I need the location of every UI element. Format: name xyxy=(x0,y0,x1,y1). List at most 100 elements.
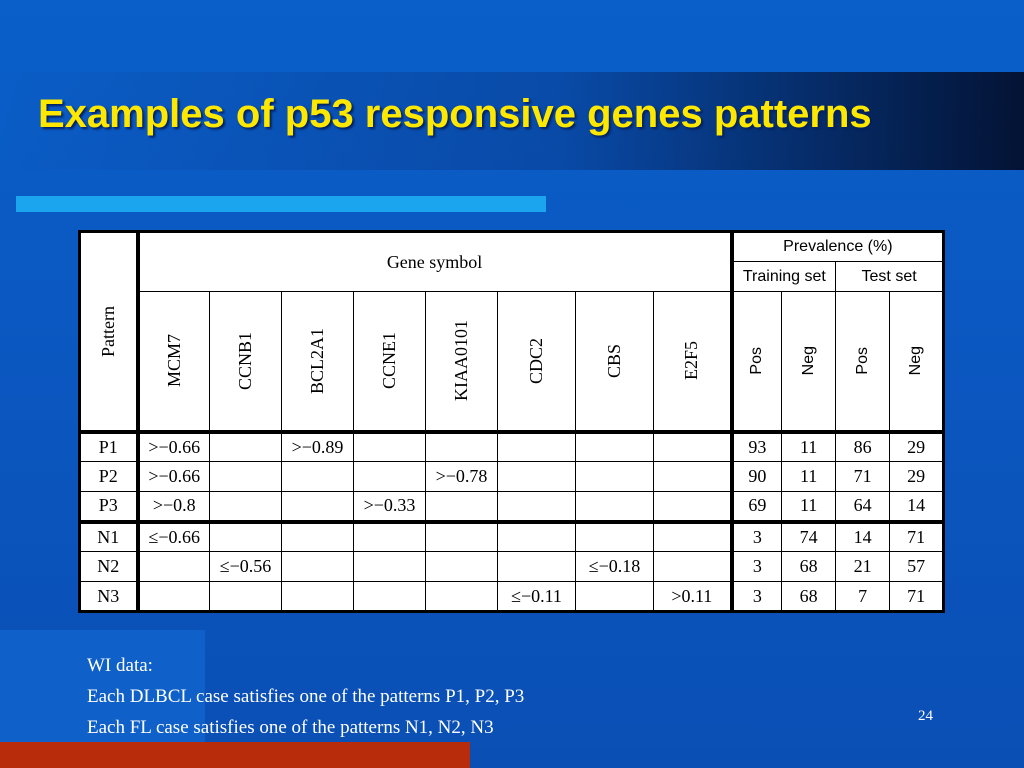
table-row: P3 >−0.8 >−0.33 69 11 64 14 xyxy=(79,491,945,522)
gene-header: KIAA0101 xyxy=(425,291,498,434)
gene-header: CCNB1 xyxy=(209,291,282,434)
gene-threshold-cell xyxy=(425,491,498,522)
gene-threshold-cell: >0.11 xyxy=(652,581,734,612)
prevalence-cell: 71 xyxy=(889,519,945,552)
gene-threshold-cell xyxy=(425,551,498,582)
gene-threshold-cell xyxy=(497,551,576,582)
gene-threshold-cell xyxy=(575,461,654,492)
prevalence-cell: 7 xyxy=(835,581,891,612)
prevalence-cell: 93 xyxy=(731,431,783,462)
prevalence-cell: 71 xyxy=(889,581,945,612)
gene-threshold-cell xyxy=(652,431,734,462)
pattern-header: Pattern xyxy=(79,231,140,434)
prevalence-cell: 74 xyxy=(781,519,837,552)
gene-threshold-cell xyxy=(353,551,426,582)
prevalence-col-header: Pos xyxy=(731,291,783,434)
prevalence-cell: 86 xyxy=(835,431,891,462)
gene-header: E2F5 xyxy=(652,291,734,434)
pattern-cell: N2 xyxy=(79,551,140,582)
note-line: WI data: xyxy=(87,655,153,676)
prevalence-header: Prevalence (%) xyxy=(731,231,945,262)
gene-threshold-cell xyxy=(353,461,426,492)
gene-threshold-cell xyxy=(425,431,498,462)
gene-threshold-cell xyxy=(209,431,282,462)
prevalence-cell: 29 xyxy=(889,431,945,462)
prevalence-cell: 11 xyxy=(781,431,837,462)
gene-threshold-cell xyxy=(497,431,576,462)
gene-threshold-cell xyxy=(652,551,734,582)
gene-threshold-cell xyxy=(209,519,282,552)
prevalence-cell: 29 xyxy=(889,461,945,492)
gene-threshold-cell xyxy=(497,461,576,492)
prevalence-col-header: Pos xyxy=(835,291,891,434)
notes: WI data: Each DLBCL case satisfies one o… xyxy=(87,650,524,743)
gene-threshold-cell xyxy=(281,551,354,582)
gene-threshold-cell xyxy=(209,461,282,492)
gene-threshold-cell: ≤−0.18 xyxy=(575,551,654,582)
gene-threshold-cell xyxy=(209,491,282,522)
gene-threshold-cell xyxy=(209,581,282,612)
gene-threshold-cell xyxy=(652,519,734,552)
prevalence-cell: 69 xyxy=(731,491,783,522)
table-row: N3 ≤−0.11 >0.11 3 68 7 71 xyxy=(79,581,945,612)
gene-threshold-cell xyxy=(281,461,354,492)
gene-threshold-cell: >−0.78 xyxy=(425,461,498,492)
gene-threshold-cell xyxy=(575,519,654,552)
gene-threshold-cell: ≤−0.11 xyxy=(497,581,576,612)
prevalence-cell: 71 xyxy=(835,461,891,492)
prevalence-cell: 11 xyxy=(781,461,837,492)
prevalence-col-header: Neg xyxy=(889,291,945,434)
gene-threshold-cell: >−0.66 xyxy=(137,461,210,492)
prevalence-col-header: Neg xyxy=(781,291,837,434)
table-row: P2 >−0.66 >−0.78 90 11 71 29 xyxy=(79,461,945,492)
gene-threshold-cell: >−0.8 xyxy=(137,491,210,522)
gene-threshold-cell: >−0.33 xyxy=(353,491,426,522)
gene-threshold-cell xyxy=(353,431,426,462)
gene-header: CDC2 xyxy=(497,291,576,434)
slide-title: Examples of p53 responsive genes pattern… xyxy=(38,92,872,136)
accent-bar xyxy=(16,196,546,212)
note-line: Each DLBCL case satisfies one of the pat… xyxy=(87,686,525,707)
gene-threshold-cell xyxy=(281,581,354,612)
gene-header: BCL2A1 xyxy=(281,291,354,434)
gene-threshold-cell xyxy=(497,519,576,552)
prevalence-cell: 64 xyxy=(835,491,891,522)
table-row: N2 ≤−0.56 ≤−0.18 3 68 21 57 xyxy=(79,551,945,582)
gene-header: MCM7 xyxy=(137,291,210,434)
gene-header: CCNE1 xyxy=(353,291,426,434)
pattern-cell: N3 xyxy=(79,581,140,612)
prevalence-cell: 14 xyxy=(889,491,945,522)
note-line: Each FL case satisfies one of the patter… xyxy=(87,717,494,738)
gene-symbol-header: Gene symbol xyxy=(136,231,734,292)
prevalence-cell: 11 xyxy=(781,491,837,522)
pattern-cell: P3 xyxy=(79,491,140,522)
gene-threshold-cell xyxy=(652,491,734,522)
gene-threshold-cell: ≤−0.56 xyxy=(209,551,282,582)
gene-threshold-cell xyxy=(281,519,354,552)
prevalence-cell: 57 xyxy=(889,551,945,582)
prevalence-cell: 3 xyxy=(731,519,783,552)
prevalence-cell: 68 xyxy=(781,551,837,582)
gene-threshold-cell xyxy=(353,519,426,552)
title-band xyxy=(0,72,1024,170)
prevalence-cell: 3 xyxy=(731,551,783,582)
gene-threshold-cell xyxy=(137,551,210,582)
bottom-accent-bar xyxy=(0,742,470,768)
gene-patterns-table: Pattern Gene symbol Prevalence (%) Train… xyxy=(78,230,946,613)
pattern-cell: P1 xyxy=(79,431,140,462)
gene-threshold-cell xyxy=(575,581,654,612)
test-set-header: Test set xyxy=(835,261,945,292)
gene-threshold-cell xyxy=(425,581,498,612)
training-set-header: Training set xyxy=(731,261,837,292)
pattern-cell: N1 xyxy=(79,519,140,552)
prevalence-cell: 90 xyxy=(731,461,783,492)
decorative-stripe xyxy=(0,630,205,742)
gene-threshold-cell xyxy=(137,581,210,612)
gene-threshold-cell: >−0.66 xyxy=(137,431,210,462)
pattern-cell: P2 xyxy=(79,461,140,492)
gene-header: CBS xyxy=(575,291,654,434)
gene-threshold-cell: ≤−0.66 xyxy=(137,519,210,552)
prevalence-cell: 21 xyxy=(835,551,891,582)
gene-threshold-cell xyxy=(575,491,654,522)
gene-threshold-cell xyxy=(575,431,654,462)
